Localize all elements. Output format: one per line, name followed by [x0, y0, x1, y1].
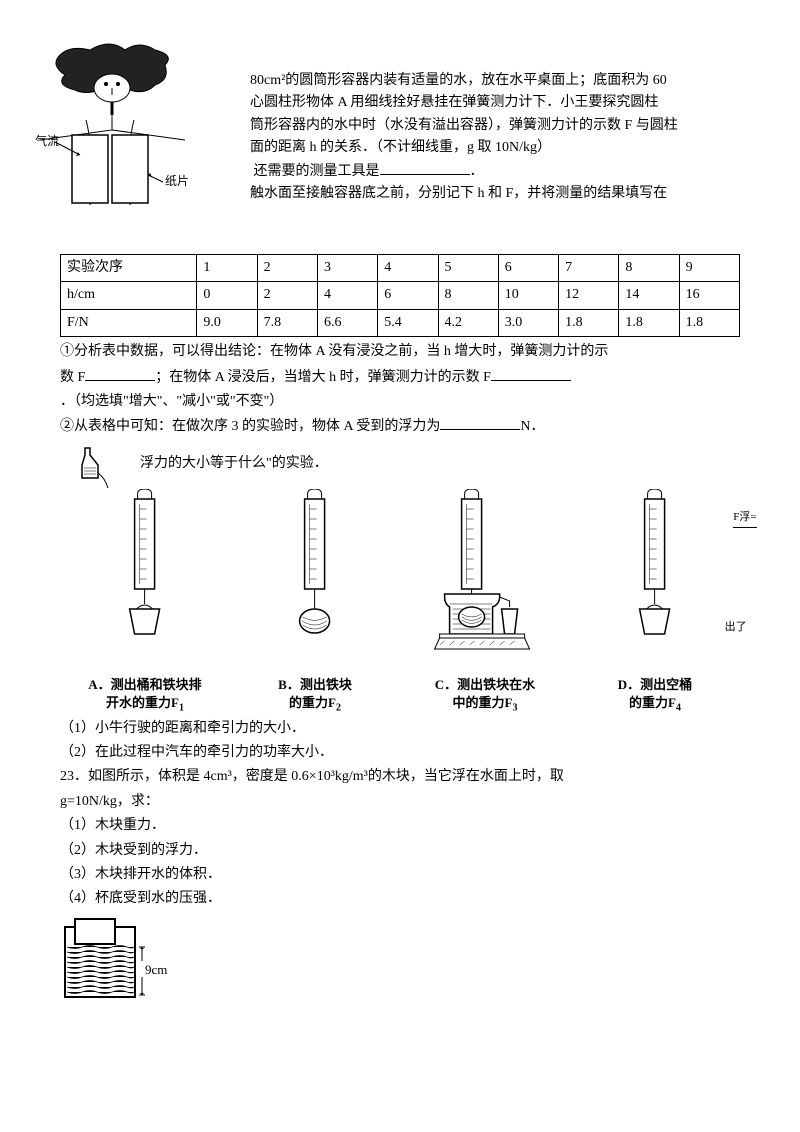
- subscript: 1: [179, 703, 184, 714]
- data-table: 实验次序 1 2 3 4 5 6 7 8 9 h/cm 0 2 4 6 8 10…: [60, 254, 740, 337]
- table-cell: 1.8: [619, 309, 679, 336]
- table-cell: 5: [438, 255, 498, 282]
- side-note-formula: F浮=: [733, 509, 756, 528]
- figure-beaker: 9cm: [60, 917, 170, 1015]
- blank-field[interactable]: [491, 366, 571, 381]
- table-cell: 9: [679, 255, 739, 282]
- table-cell: 6: [498, 255, 558, 282]
- table-row: 实验次序 1 2 3 4 5 6 7 8 9: [61, 255, 740, 282]
- intro-text-span: 还需要的测量工具是: [254, 164, 380, 179]
- table-row: h/cm 0 2 4 6 8 10 12 14 16: [61, 282, 740, 309]
- table-cell: 8: [438, 282, 498, 309]
- text-span: N．: [520, 419, 544, 434]
- table-cell: 2: [257, 282, 317, 309]
- experiment-b: B．测出铁块的重力F2: [233, 489, 396, 716]
- text-span: ②从表格中可知：在做次序 3 的实验时，物体 A 受到的浮力为: [60, 419, 440, 434]
- table-cell: 1.8: [559, 309, 619, 336]
- table-cell: 4.2: [438, 309, 498, 336]
- intro-line: 80cm²的圆筒形容器内装有适量的水，放在水平桌面上；底面积为 60: [250, 70, 740, 92]
- table-cell: 1.8: [679, 309, 739, 336]
- blank-field[interactable]: [440, 415, 520, 430]
- text-span: 的重力F: [629, 695, 676, 710]
- text-span: ；在物体 A 浸没后，当增大 h 时，弹簧测力计的示数 F: [155, 370, 491, 385]
- caption-c: C．测出铁块在水中的重力F3: [403, 676, 566, 716]
- table-cell: 1: [197, 255, 257, 282]
- table-cell: 6.6: [317, 309, 377, 336]
- label-paper: 纸片: [165, 174, 189, 188]
- question-line: （1）木块重力．: [60, 815, 740, 837]
- text-span: D．测出空桶: [618, 677, 692, 692]
- analysis-line: ②从表格中可知：在做次序 3 的实验时，物体 A 受到的浮力为 N．: [60, 415, 740, 438]
- buoyancy-figure: 浮力的大小等于什么"的实验． A．测出桶和铁块排开水的重力F1: [60, 453, 740, 716]
- table-cell: 8: [619, 255, 679, 282]
- blank-field[interactable]: [380, 160, 470, 175]
- table-cell: 7: [559, 255, 619, 282]
- subscript: 2: [336, 703, 341, 714]
- question-line: 23．如图所示，体积是 4cm³，密度是 0.6×10³kg/m³的木块，当它浮…: [60, 766, 740, 788]
- intro-line: 面的距离 h 的关系．（不计细线重，g 取 10N/kg）: [250, 137, 740, 159]
- analysis-line: ．（均选填"增大"、"减小"或"不变"）: [60, 391, 740, 413]
- caption-b: B．测出铁块的重力F2: [233, 676, 396, 716]
- caption-d: D．测出空桶的重力F4: [573, 676, 736, 716]
- figure-airflow: 气流 纸片: [30, 40, 240, 248]
- text-span: 数 F: [60, 370, 85, 385]
- table-cell: 5.4: [378, 309, 438, 336]
- intro-section: 气流 纸片 80cm²的圆筒形容器内装有适量的水，放在水平桌面上；底面积为 60…: [60, 40, 740, 250]
- experiment-a: A．测出桶和铁块排开水的重力F1: [63, 489, 226, 716]
- table-header: F/N: [61, 309, 197, 336]
- text-span: 的重力F: [289, 695, 336, 710]
- table-cell: 6: [378, 282, 438, 309]
- table-cell: 16: [679, 282, 739, 309]
- analysis-line: 数 F ；在物体 A 浸没后，当增大 h 时，弹簧测力计的示数 F: [60, 366, 740, 389]
- intro-line: 心圆柱形物体 A 用细线拴好悬挂在弹簧测力计下．小王要探究圆柱: [250, 92, 740, 114]
- blank-field[interactable]: [85, 366, 155, 381]
- experiment-d: F浮= 出了 D．测出空桶的重力F4: [573, 489, 736, 716]
- question-line: （2）在此过程中汽车的牵引力的功率大小．: [60, 742, 740, 764]
- depth-label: 9cm: [145, 962, 167, 977]
- text-span: B．测出铁块: [278, 677, 352, 692]
- table-cell: 12: [559, 282, 619, 309]
- intro-line: 筒形容器内的水中时（水没有溢出容器），弹簧测力计的示数 F 与圆柱: [250, 115, 740, 137]
- intro-line: 触水面至接触容器底之前，分别记下 h 和 F，并将测量的结果填写在: [250, 183, 740, 205]
- table-cell: 14: [619, 282, 679, 309]
- question-line: （1）小牛行驶的距离和牵引力的大小．: [60, 718, 740, 740]
- table-cell: 4: [317, 282, 377, 309]
- table-cell: 3.0: [498, 309, 558, 336]
- table-cell: 9.0: [197, 309, 257, 336]
- fig2-title: 浮力的大小等于什么"的实验．: [140, 453, 740, 475]
- experiment-row: A．测出桶和铁块排开水的重力F1 B．测出铁块的重力F2: [60, 489, 740, 716]
- caption-a: A．测出桶和铁块排开水的重力F1: [63, 676, 226, 716]
- question-line: g=10N/kg，求：: [60, 791, 740, 813]
- text-span: C．测出铁块在水: [435, 677, 535, 692]
- question-line: （3）木块排开水的体积．: [60, 864, 740, 886]
- label-airflow: 气流: [35, 133, 59, 148]
- intro-line: 还需要的测量工具是．: [250, 160, 740, 183]
- table-cell: 2: [257, 255, 317, 282]
- analysis-line: ①分析表中数据，可以得出结论：在物体 A 没有浸没之前，当 h 增大时，弹簧测力…: [60, 341, 740, 363]
- intro-text: 80cm²的圆筒形容器内装有适量的水，放在水平桌面上；底面积为 60 心圆柱形物…: [250, 40, 740, 205]
- table-cell: 7.8: [257, 309, 317, 336]
- table-cell: 10: [498, 282, 558, 309]
- subscript: 3: [512, 703, 517, 714]
- text-span: A．测出桶和铁块排: [88, 677, 201, 692]
- text-span: 中的重力F: [453, 695, 513, 710]
- page: 气流 纸片 80cm²的圆筒形容器内装有适量的水，放在水平桌面上；底面积为 60…: [0, 0, 800, 1055]
- text-span: 开水的重力F: [106, 695, 179, 710]
- table-row: F/N 9.0 7.8 6.6 5.4 4.2 3.0 1.8 1.8 1.8: [61, 309, 740, 336]
- table-cell: 3: [317, 255, 377, 282]
- question-line: （4）杯底受到水的压强．: [60, 888, 740, 910]
- question-line: （2）木块受到的浮力．: [60, 840, 740, 862]
- side-note-text: 出了: [725, 619, 747, 637]
- table-header: 实验次序: [61, 255, 197, 282]
- table-header: h/cm: [61, 282, 197, 309]
- subscript: 4: [676, 703, 681, 714]
- table-cell: 4: [378, 255, 438, 282]
- table-cell: 0: [197, 282, 257, 309]
- experiment-c: C．测出铁块在水中的重力F3: [403, 489, 566, 716]
